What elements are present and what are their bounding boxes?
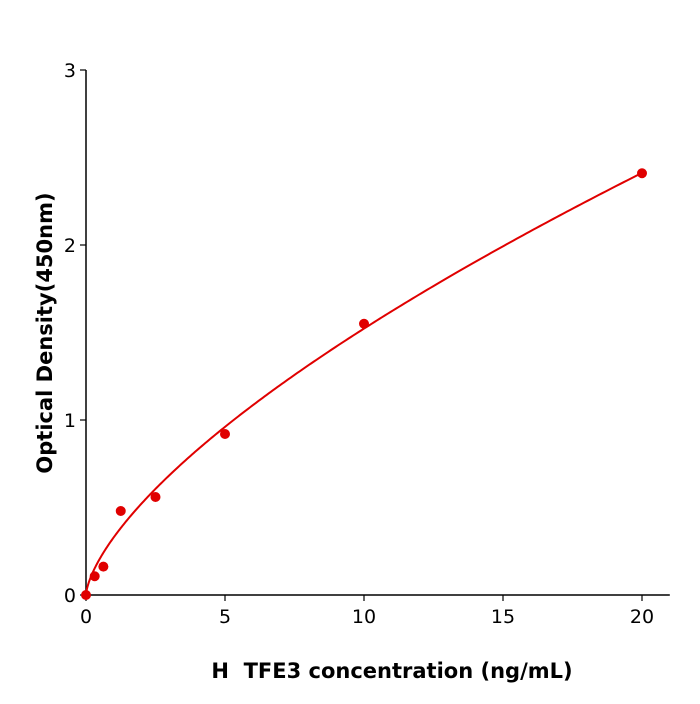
data-points <box>81 168 647 600</box>
x-tick-label: 10 <box>352 606 376 628</box>
y-tick-label: 2 <box>64 235 76 257</box>
axes: 0 5 10 15 20 0 1 2 3 <box>64 60 670 628</box>
y-tick-label: 1 <box>64 410 76 432</box>
y-tick-label: 0 <box>64 585 76 607</box>
data-point <box>637 168 647 179</box>
x-tick-label: 0 <box>80 606 92 628</box>
data-point <box>150 492 161 502</box>
y-axis-label: Optical Density(450nm) <box>33 192 57 473</box>
data-point <box>98 561 109 572</box>
x-tick-label: 5 <box>219 606 231 628</box>
data-point <box>220 429 230 439</box>
data-point <box>115 506 126 516</box>
x-axis-label: H TFE3 concentration (ng/mL) <box>211 659 572 683</box>
data-point <box>89 571 100 582</box>
x-tick-label: 15 <box>491 606 515 628</box>
data-point <box>359 318 369 329</box>
y-tick-label: 3 <box>64 60 76 82</box>
fit-curve <box>85 171 643 596</box>
x-tick-label: 20 <box>630 606 654 628</box>
data-point <box>81 590 91 600</box>
